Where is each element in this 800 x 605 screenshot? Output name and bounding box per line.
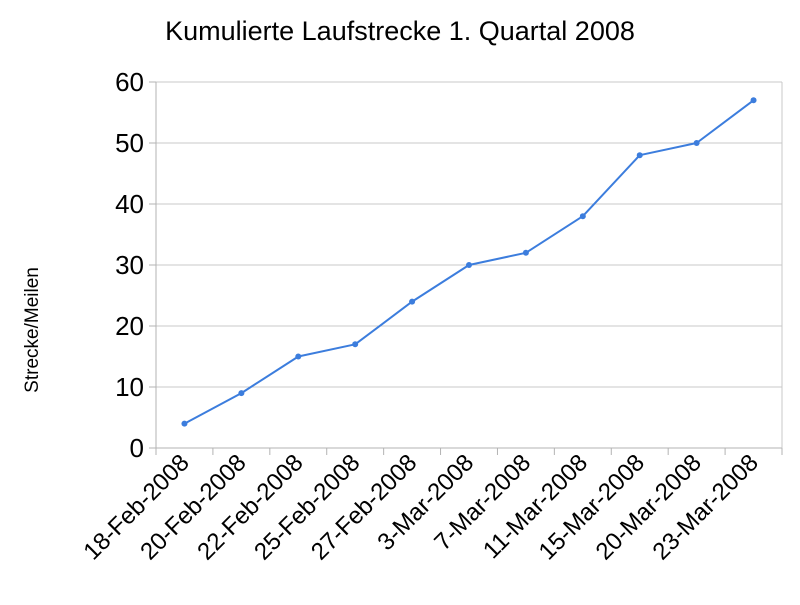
y-axis-label: Strecke/Meilen [22, 267, 43, 393]
y-tick-labels: 0 10 20 30 40 50 60 [115, 67, 144, 463]
data-point [466, 262, 472, 268]
data-point [181, 420, 188, 427]
data-point [579, 213, 586, 220]
y-tick-label: 60 [115, 67, 144, 97]
y-tick-label: 40 [115, 189, 144, 219]
x-tick-labels: 18-Feb-200820-Feb-200822-Feb-200825-Feb-… [78, 449, 763, 565]
axes [149, 81, 783, 455]
grid-lines [156, 81, 782, 388]
data-point [295, 353, 302, 360]
y-tick-label: 0 [130, 433, 144, 463]
y-tick-label: 10 [115, 372, 144, 402]
series-layer [181, 97, 757, 427]
data-point [238, 390, 245, 397]
y-tick-label: 20 [115, 311, 144, 341]
data-point [352, 341, 359, 348]
y-tick-label: 50 [115, 128, 144, 158]
data-point [636, 152, 643, 159]
y-tick-label: 30 [115, 250, 144, 280]
data-point [409, 298, 416, 305]
data-point [693, 140, 700, 146]
data-point [522, 249, 529, 256]
chart-title: Kumulierte Laufstrecke 1. Quartal 2008 [165, 16, 635, 46]
data-point [750, 97, 757, 104]
series-line [184, 99, 755, 425]
